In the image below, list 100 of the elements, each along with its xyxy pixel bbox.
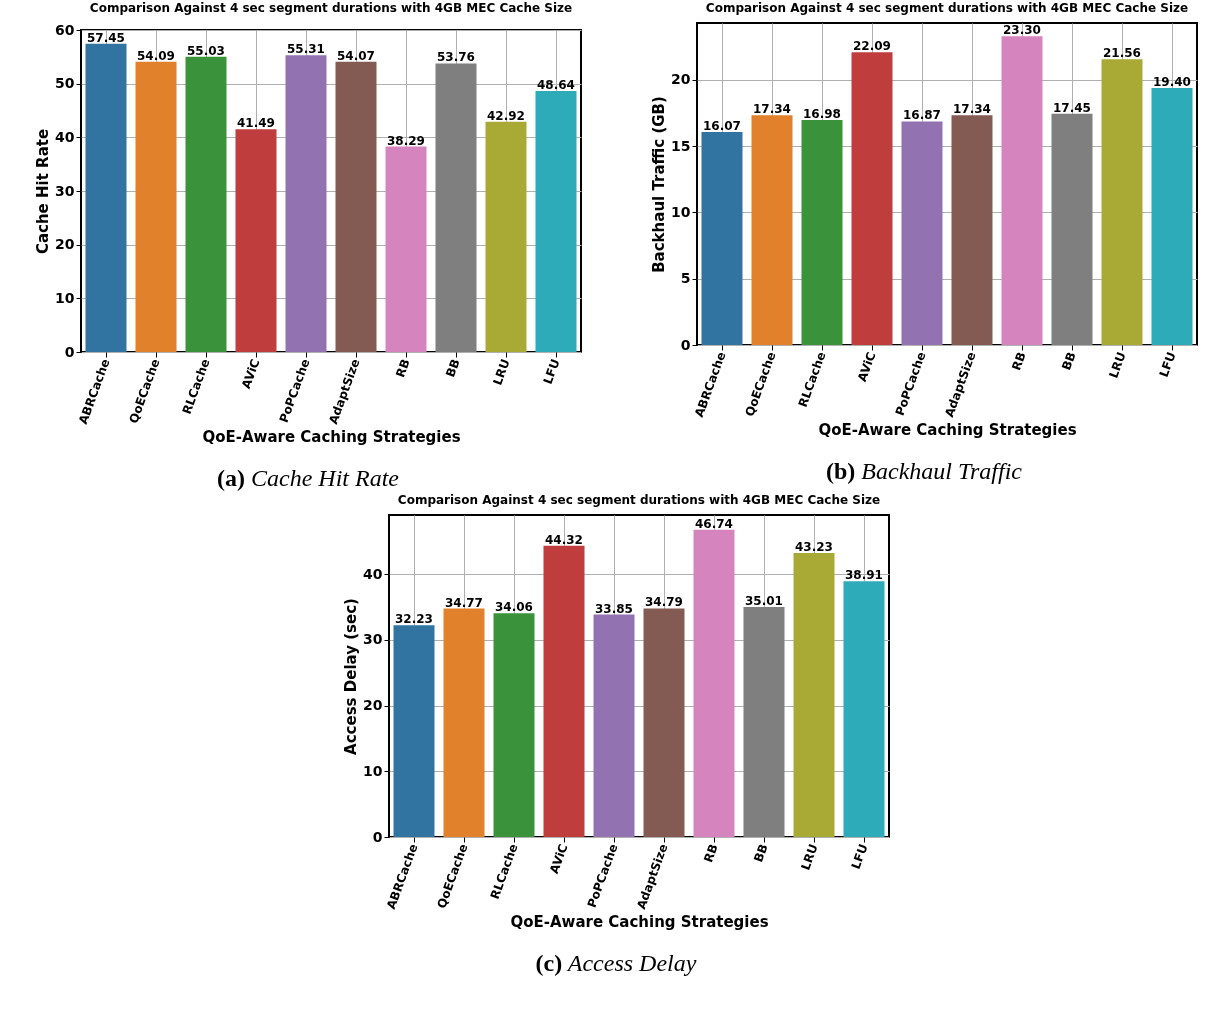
x-tick-label: RB bbox=[701, 842, 721, 865]
data-label: 23.30 bbox=[1003, 23, 1041, 38]
y-axis-title: Backhaul Traffic (GB) bbox=[650, 96, 669, 273]
x-axis-title: QoE-Aware Caching Strategies bbox=[510, 912, 769, 931]
y-tick-label: 40 bbox=[363, 565, 383, 582]
bar bbox=[1051, 113, 1093, 345]
data-label: 16.07 bbox=[703, 119, 741, 134]
y-axis-title: Cache Hit Rate bbox=[34, 128, 53, 255]
data-label: 54.09 bbox=[137, 48, 175, 63]
data-label: 17.45 bbox=[1053, 100, 1091, 115]
data-label: 42.92 bbox=[487, 108, 525, 123]
y-tick-label: 10 bbox=[671, 203, 691, 220]
y-tick-label: 20 bbox=[671, 71, 691, 88]
data-label: 55.31 bbox=[287, 42, 325, 57]
data-label: 22.09 bbox=[853, 39, 891, 54]
y-tick-label: 0 bbox=[680, 336, 691, 353]
bar bbox=[743, 606, 785, 837]
bar bbox=[335, 61, 377, 352]
x-tick-label: RB bbox=[393, 357, 413, 380]
x-tick-label: LRU bbox=[1106, 350, 1129, 380]
data-label: 43.23 bbox=[795, 539, 833, 554]
text: (b) Backhaul Traffic bbox=[826, 458, 1022, 484]
y-tick-label: 0 bbox=[64, 343, 75, 360]
text: (a) Cache Hit Rate bbox=[217, 465, 399, 491]
data-label: 55.03 bbox=[187, 43, 225, 58]
bar bbox=[185, 56, 227, 352]
data-label: 34.06 bbox=[495, 600, 533, 615]
data-label: 33.85 bbox=[595, 601, 633, 616]
bar bbox=[393, 625, 435, 837]
bar bbox=[435, 63, 477, 352]
bar bbox=[593, 614, 635, 837]
x-tick-label: AViC bbox=[855, 349, 879, 384]
data-label: 54.07 bbox=[337, 48, 375, 63]
x-tick-label: LRU bbox=[490, 357, 513, 387]
data-label: 34.79 bbox=[645, 595, 683, 610]
bar bbox=[235, 129, 277, 352]
data-label: 21.56 bbox=[1103, 46, 1141, 61]
y-tick-label: 20 bbox=[363, 697, 383, 714]
data-label: 16.87 bbox=[903, 108, 941, 123]
data-label: 19.40 bbox=[1153, 74, 1191, 89]
bar bbox=[751, 115, 793, 345]
data-label: 32.23 bbox=[395, 612, 433, 627]
bar bbox=[285, 55, 327, 352]
bar bbox=[135, 61, 177, 352]
x-axis-title: QoE-Aware Caching Strategies bbox=[818, 420, 1077, 439]
data-label: 46.74 bbox=[695, 516, 733, 531]
bar bbox=[843, 581, 885, 837]
y-tick-label: 5 bbox=[680, 270, 691, 287]
y-tick-label: 30 bbox=[363, 631, 383, 648]
x-tick-label: LRU bbox=[798, 842, 821, 872]
data-label: 17.34 bbox=[753, 102, 791, 117]
data-label: 57.45 bbox=[87, 30, 125, 45]
y-tick-label: 30 bbox=[55, 182, 75, 199]
y-tick-label: 15 bbox=[671, 137, 691, 154]
bar bbox=[485, 121, 527, 352]
bar bbox=[851, 52, 893, 345]
x-tick-label: LFU bbox=[848, 842, 871, 871]
bar bbox=[901, 121, 943, 345]
chart-title: Comparison Against 4 sec segment durations with 4GB MEC Cache Size bbox=[397, 493, 881, 507]
x-tick-label: RB bbox=[1009, 350, 1029, 373]
bar bbox=[493, 613, 535, 837]
bar bbox=[793, 552, 835, 837]
bar bbox=[1001, 36, 1043, 345]
x-tick-label: AViC bbox=[547, 841, 571, 876]
x-tick-label: LFU bbox=[540, 357, 563, 386]
y-tick-label: 60 bbox=[55, 21, 75, 38]
y-tick-label: 50 bbox=[55, 75, 75, 92]
bar bbox=[643, 608, 685, 837]
bar bbox=[951, 115, 993, 345]
bar bbox=[385, 146, 427, 352]
data-label: 41.49 bbox=[237, 116, 275, 131]
y-tick-label: 40 bbox=[55, 128, 75, 145]
data-label: 53.76 bbox=[437, 50, 475, 65]
data-label: 38.29 bbox=[387, 133, 425, 148]
bar bbox=[85, 43, 127, 352]
y-tick-label: 10 bbox=[55, 289, 75, 306]
x-axis-title: QoE-Aware Caching Strategies bbox=[202, 427, 461, 446]
bar bbox=[801, 120, 843, 345]
chart-title: Comparison Against 4 sec segment durations with 4GB MEC Cache Size bbox=[89, 1, 573, 15]
bar bbox=[701, 132, 743, 345]
data-label: 44.32 bbox=[545, 532, 583, 547]
bar bbox=[1151, 87, 1193, 345]
bar bbox=[535, 90, 577, 352]
bar bbox=[1101, 59, 1143, 345]
y-axis-title: Access Delay (sec) bbox=[342, 598, 361, 755]
data-label: 17.34 bbox=[953, 102, 991, 117]
bar bbox=[443, 608, 485, 837]
data-label: 38.91 bbox=[845, 568, 883, 583]
data-label: 16.98 bbox=[803, 107, 841, 121]
x-tick-label: AViC bbox=[239, 356, 263, 391]
text: (c) Access Delay bbox=[535, 950, 697, 976]
x-tick-label: LFU bbox=[1156, 350, 1179, 379]
x-tick-label: BB bbox=[751, 842, 771, 865]
bar bbox=[543, 545, 585, 837]
y-tick-label: 0 bbox=[372, 828, 383, 845]
x-tick-label: BB bbox=[1059, 350, 1079, 373]
x-tick-label: BB bbox=[443, 357, 463, 380]
bar bbox=[693, 529, 735, 837]
y-tick-label: 20 bbox=[55, 236, 75, 253]
data-label: 48.64 bbox=[537, 77, 575, 92]
